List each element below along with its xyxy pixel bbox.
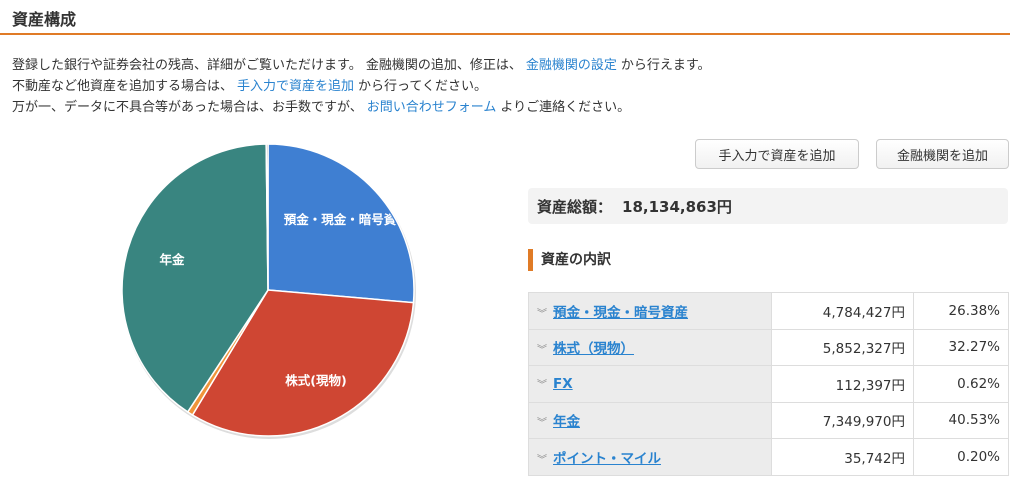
percent-cell: 0.20% bbox=[913, 438, 1009, 476]
pie-slice-label: 年金 bbox=[159, 252, 185, 267]
table-row: ︾ FX 112,397円 0.62% bbox=[528, 365, 1009, 403]
chevron-down-icon[interactable]: ︾ bbox=[537, 454, 547, 466]
total-label: 資産総額： bbox=[537, 197, 613, 216]
category-cell: ︾ FX bbox=[528, 365, 772, 403]
pie-slice-label: 預金・現金・暗号資 bbox=[284, 212, 397, 227]
breakdown-table: ︾ 預金・現金・暗号資産 4,784,427円 26.38% ︾ 株式（現物） 5,852,… bbox=[528, 292, 1009, 476]
intro-text: 不動産など他資産を追加する場合は、 bbox=[12, 79, 234, 94]
amount-cell: 35,742円 bbox=[771, 438, 914, 476]
intro-line-2: 不動産など他資産を追加する場合は、 手入力で資産を追加 から行ってください。 bbox=[12, 75, 487, 94]
chevron-down-icon[interactable]: ︾ bbox=[537, 345, 547, 357]
chevron-down-icon[interactable]: ︾ bbox=[537, 308, 547, 320]
total-value: 18,134,863円 bbox=[622, 197, 732, 216]
category-link[interactable]: FX bbox=[553, 375, 573, 392]
chevron-down-icon[interactable]: ︾ bbox=[537, 418, 547, 430]
manual-add-button[interactable]: 手入力で資産を追加 bbox=[695, 139, 859, 169]
category-cell: ︾ 年金 bbox=[528, 401, 772, 439]
category-cell: ︾ 預金・現金・暗号資産 bbox=[528, 292, 772, 330]
percent-cell: 40.53% bbox=[913, 401, 1009, 439]
add-institution-button[interactable]: 金融機関を追加 bbox=[876, 139, 1009, 169]
breakdown-heading: 資産の内訳 bbox=[528, 249, 611, 271]
category-link[interactable]: 預金・現金・暗号資産 bbox=[553, 304, 688, 321]
percent-cell: 0.62% bbox=[913, 365, 1009, 403]
category-link[interactable]: ポイント・マイル bbox=[553, 450, 661, 467]
pie-slice[interactable] bbox=[267, 143, 415, 304]
table-row: ︾ ポイント・マイル 35,742円 0.20% bbox=[528, 438, 1009, 476]
table-row: ︾ 預金・現金・暗号資産 4,784,427円 26.38% bbox=[528, 292, 1009, 330]
pie-slice-label: 株式(現物) bbox=[285, 373, 346, 388]
title-divider bbox=[0, 33, 1010, 35]
amount-cell: 112,397円 bbox=[771, 365, 914, 403]
pie-slice[interactable] bbox=[121, 143, 269, 413]
intro-text: 万が一、データに不具合等があった場合は、お手数ですが、 bbox=[12, 100, 363, 115]
category-link[interactable]: 年金 bbox=[553, 414, 580, 431]
contact-form-link[interactable]: お問い合わせフォーム bbox=[366, 100, 497, 115]
intro-line-1: 登録した銀行や証券会社の残高、詳細がご覧いただけます。 金融機関の追加、修正は、… bbox=[12, 54, 711, 73]
intro-text: よりご連絡ください。 bbox=[500, 100, 631, 115]
category-cell: ︾ ポイント・マイル bbox=[528, 438, 772, 476]
manual-add-link[interactable]: 手入力で資産を追加 bbox=[237, 79, 355, 94]
page-title: 資産構成 bbox=[12, 10, 77, 29]
table-row: ︾ 株式（現物） 5,852,327円 32.27% bbox=[528, 328, 1009, 366]
category-link[interactable]: 株式（現物） bbox=[553, 341, 634, 358]
intro-text: 登録した銀行や証券会社の残高、詳細がご覧いただけます。 金融機関の追加、修正は、 bbox=[12, 58, 522, 73]
amount-cell: 4,784,427円 bbox=[771, 292, 914, 330]
intro-line-3: 万が一、データに不具合等があった場合は、お手数ですが、 お問い合わせフォーム よりご… bbox=[12, 96, 630, 115]
percent-cell: 32.27% bbox=[913, 328, 1009, 366]
amount-cell: 7,349,970円 bbox=[771, 401, 914, 439]
category-cell: ︾ 株式（現物） bbox=[528, 328, 772, 366]
table-row: ︾ 年金 7,349,970円 40.53% bbox=[528, 401, 1009, 439]
total-assets: 資産総額： 18,134,863円 bbox=[528, 188, 1008, 224]
pie-slice[interactable] bbox=[265, 143, 269, 291]
intro-text: から行ってください。 bbox=[358, 79, 487, 94]
pie-slice[interactable] bbox=[191, 289, 415, 437]
percent-cell: 26.38% bbox=[913, 292, 1009, 330]
intro-text: から行えます。 bbox=[620, 58, 711, 73]
chevron-down-icon[interactable]: ︾ bbox=[537, 379, 547, 391]
amount-cell: 5,852,327円 bbox=[771, 328, 914, 366]
institution-settings-link[interactable]: 金融機関の設定 bbox=[525, 58, 617, 73]
